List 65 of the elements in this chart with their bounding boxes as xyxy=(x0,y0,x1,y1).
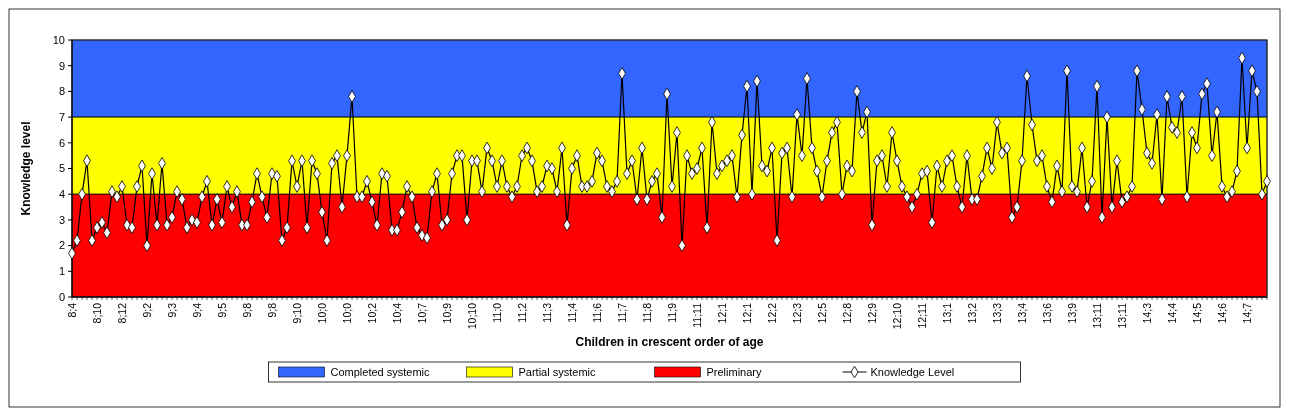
x-tick-label: 9;2 xyxy=(141,302,153,318)
x-tick-label: 11;7 xyxy=(616,302,628,323)
x-tick-label: 12;5 xyxy=(816,302,828,324)
x-tick-label: 9;4 xyxy=(191,302,203,318)
x-tick-label: 11;8 xyxy=(641,302,653,323)
x-tick-label: 10;0 xyxy=(341,302,353,324)
x-tick-label: 12;2 xyxy=(766,302,778,324)
y-tick-label: 7 xyxy=(58,110,65,123)
x-tick-label: 11;4 xyxy=(566,302,578,323)
x-tick-label: 10;2 xyxy=(366,302,378,324)
x-tick-label: 13;2 xyxy=(966,302,978,324)
x-tick-label: 10;0 xyxy=(316,302,328,324)
x-tick-label: 11;9 xyxy=(666,302,678,323)
x-tick-label: 14;6 xyxy=(1216,302,1228,324)
legend-label: Preliminary xyxy=(706,365,763,378)
x-tick-label: 11;0 xyxy=(491,302,503,323)
y-tick-label: 1 xyxy=(58,265,65,278)
x-tick-label: 9;10 xyxy=(291,302,303,324)
x-tick-label: 10;10 xyxy=(466,302,478,330)
x-tick-label: 14;7 xyxy=(1241,302,1253,324)
y-tick-label: 4 xyxy=(58,188,65,201)
x-tick-label: 12;3 xyxy=(791,302,803,324)
x-tick-label: 13;4 xyxy=(1016,302,1028,324)
x-tick-label: 10;9 xyxy=(441,302,453,324)
y-tick-label: 9 xyxy=(58,59,65,72)
legend-label: Partial systemic xyxy=(518,365,597,378)
y-tick-label: 5 xyxy=(58,162,65,175)
y-tick-label: 2 xyxy=(58,239,65,252)
x-tick-label: 12;1 xyxy=(741,302,753,324)
y-tick-label: 10 xyxy=(52,33,65,46)
x-tick-label: 12;8 xyxy=(841,302,853,324)
x-tick-label: 13;11 xyxy=(1116,302,1128,329)
x-tick-label: 10;4 xyxy=(391,302,403,324)
x-tick-label: 13;9 xyxy=(1066,302,1078,324)
legend-label: Knowledge Level xyxy=(870,365,955,378)
x-tick-label: 11;3 xyxy=(541,302,553,323)
x-axis-title: Children in crescent order of age xyxy=(575,335,764,349)
x-tick-label: 9;3 xyxy=(166,302,178,318)
y-tick-label: 3 xyxy=(58,213,65,226)
x-tick-label: 11;6 xyxy=(591,302,603,323)
x-tick-label: 12;11 xyxy=(916,302,928,329)
x-tick-label: 9;5 xyxy=(216,302,228,318)
x-tick-label: 8;10 xyxy=(91,302,103,324)
x-tick-label: 9;8 xyxy=(241,302,253,318)
x-tick-label: 13;11 xyxy=(1091,302,1103,329)
y-tick-label: 8 xyxy=(58,85,65,98)
legend-label: Completed systemic xyxy=(330,365,431,378)
y-axis-title: Knowledge level xyxy=(19,121,33,216)
x-tick-label: 8;12 xyxy=(116,302,128,324)
x-tick-label: 11;2 xyxy=(516,302,528,323)
x-tick-label: 12;1 xyxy=(716,302,728,324)
y-tick-label: 6 xyxy=(58,136,65,149)
x-tick-label: 12;10 xyxy=(891,302,903,330)
x-tick-label: 14;5 xyxy=(1191,302,1203,324)
x-tick-label: 13;3 xyxy=(991,302,1003,324)
x-tick-label: 10;7 xyxy=(416,302,428,324)
x-tick-label: 13;1 xyxy=(941,302,953,324)
x-tick-label: 14;3 xyxy=(1141,302,1153,324)
x-tick-label: 14;4 xyxy=(1166,302,1178,324)
x-tick-label: 11;11 xyxy=(691,302,703,328)
y-tick-label: 0 xyxy=(58,290,65,303)
x-tick-label: 13;6 xyxy=(1041,302,1053,324)
x-tick-label: 8;4 xyxy=(66,302,78,318)
x-tick-label: 12;9 xyxy=(866,302,878,324)
x-tick-label: 9;8 xyxy=(266,302,278,318)
